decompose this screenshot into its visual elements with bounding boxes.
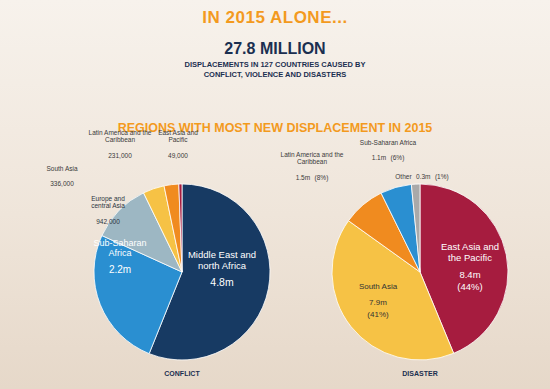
value-line: 8.4m [435, 264, 505, 282]
slice-label: East Asia and Pacific 49,000 [148, 129, 208, 162]
slice-label: South Asia 336,000 [42, 165, 82, 191]
headline: 27.8 MILLION [0, 40, 550, 58]
slice [164, 184, 182, 272]
slice-label: Middle East and north Africa 4.8m [177, 250, 267, 290]
value-label: 4.8m [210, 276, 233, 288]
percent-label: (8%) [315, 174, 329, 181]
slice-label: Sub-Saharan Africa 2.2m [89, 238, 151, 277]
percent-label: (41%) [348, 309, 408, 318]
value-line: 1.1m (6%) [353, 147, 423, 165]
category-label: Middle East and north Africa [177, 250, 267, 272]
slice-label: Sub-Saharan Africa1.1m (6%) [353, 139, 423, 165]
category-label: Latin America and the Caribbean [279, 151, 345, 166]
slice-label: Latin America and the Caribbean1.5m (8%) [279, 151, 345, 184]
value-label: 2.2m [109, 264, 131, 275]
value-label: 1.5m [296, 174, 310, 181]
slice-label: Other 0.3m (1%) [382, 165, 462, 183]
infographic: IN 2015 ALONE... 27.8 MILLION DISPLACEMENT… [0, 0, 550, 389]
slice-label: Latin America and the Caribbean 231,000 [82, 129, 158, 162]
slice-label: East Asia and the Pacific 8.4m (44%) [435, 242, 505, 293]
slice-label: Europe and central Asia 942,000 [85, 195, 131, 228]
value-label: 336,000 [50, 181, 74, 188]
category-label: East Asia and the Pacific [435, 242, 505, 264]
category-label: Sub-Saharan Africa [89, 238, 151, 259]
value-line: 2.2m [89, 259, 151, 277]
category-label: Sub-Saharan Africa [353, 139, 423, 146]
category-label: South Asia [348, 282, 408, 291]
value-line: 4.8m [177, 272, 267, 290]
subtitle: DISPLACEMENTS IN 127 COUNTRIES CAUSED BY… [175, 60, 375, 80]
title: IN 2015 ALONE... [0, 8, 550, 28]
value-label: 49,000 [168, 152, 188, 159]
section-title: REGIONS WITH MOST NEW DISPLACEMENT IN 20… [0, 121, 550, 135]
category-label: East Asia and Pacific [148, 129, 208, 144]
value-label: 942,000 [96, 218, 120, 225]
value-line: 0.3m (1%) [416, 165, 449, 182]
value-line: 7.9m [348, 291, 408, 309]
value-label: 231,000 [108, 152, 132, 159]
value-label: 8.4m [459, 269, 480, 280]
value-line: 336,000 [42, 173, 82, 191]
slice-label: South Asia 7.9m (41%) [348, 282, 408, 319]
category-label: Other [395, 173, 411, 180]
category-label: Latin America and the Caribbean [82, 129, 158, 144]
percent-label: (6%) [391, 155, 405, 162]
slice [411, 184, 420, 272]
pie [332, 184, 508, 360]
value-label: 7.9m [369, 298, 387, 307]
chart-title: CONFLICT [122, 370, 242, 377]
percent-label: (1%) [435, 173, 449, 180]
value-label: 1.1m [372, 155, 386, 162]
value-line: 231,000 [82, 144, 158, 162]
percent-label: (44%) [435, 283, 505, 294]
chart-title: DISASTER [360, 370, 480, 377]
pie [94, 184, 270, 360]
slice [381, 184, 420, 272]
value-line: 942,000 [85, 210, 131, 228]
value-label: 0.3m [416, 173, 430, 180]
category-label: South Asia [42, 165, 82, 172]
value-line: 1.5m (8%) [279, 166, 345, 184]
pie-canvas [0, 0, 550, 389]
value-line: 49,000 [148, 144, 208, 162]
category-label: Europe and central Asia [85, 195, 131, 210]
slice [179, 184, 182, 272]
